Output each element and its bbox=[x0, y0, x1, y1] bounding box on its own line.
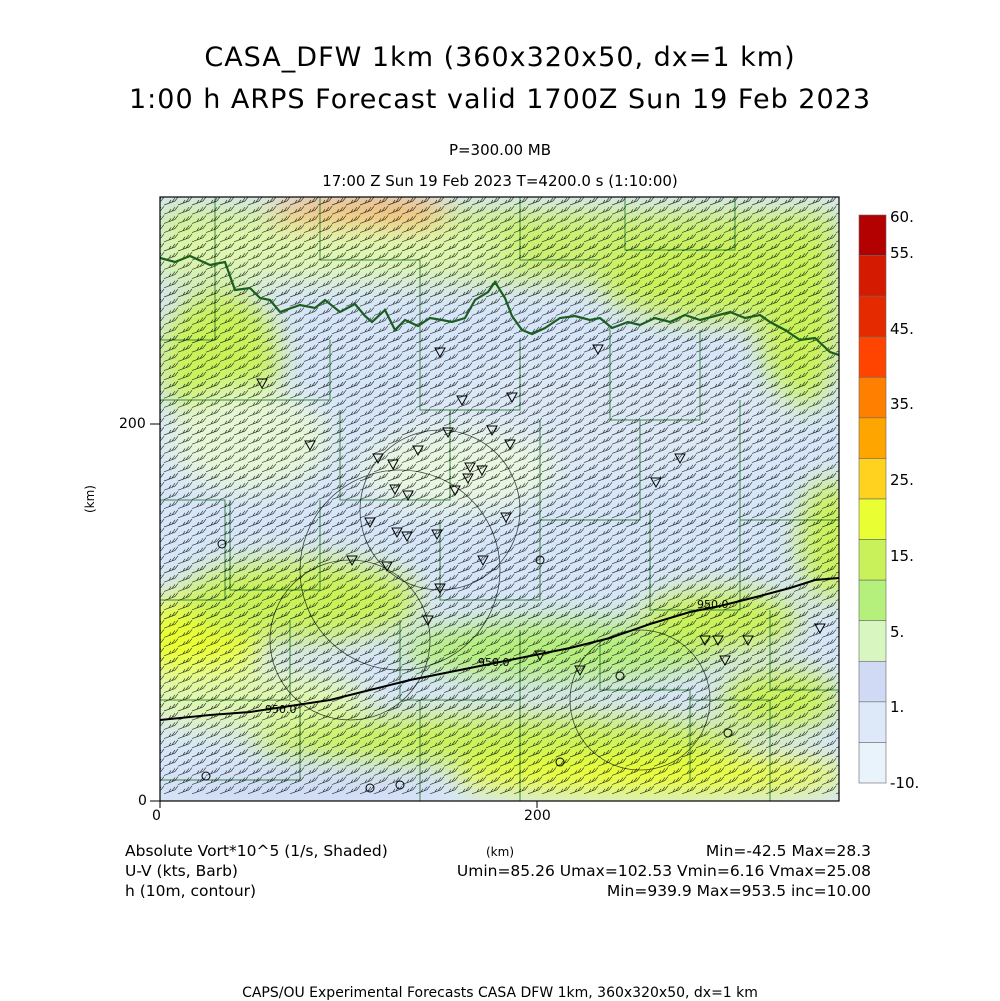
colorbar-swatch bbox=[858, 458, 887, 500]
colorbar-label: 5. bbox=[890, 623, 905, 641]
colorbar-swatch bbox=[858, 660, 887, 703]
obs-circle bbox=[365, 783, 375, 793]
obs-triangle bbox=[476, 465, 488, 477]
colorbar bbox=[858, 214, 887, 784]
obs-triangle bbox=[712, 635, 724, 647]
obs-triangle bbox=[346, 555, 358, 567]
x-tick-label: 0 bbox=[152, 808, 161, 824]
obs-triangle bbox=[742, 635, 754, 647]
obs-triangle bbox=[412, 445, 424, 457]
colorbar-label: 25. bbox=[890, 471, 914, 489]
plot-subtitle: 1:00 h ARPS Forecast valid 1700Z Sun 19 … bbox=[129, 84, 871, 115]
obs-triangle bbox=[534, 650, 546, 662]
valid-time: 17:00 Z Sun 19 Feb 2023 T=4200.0 s (1:10… bbox=[322, 172, 678, 190]
x-tick-label: 200 bbox=[524, 808, 551, 824]
contour-label: 950.0 bbox=[697, 598, 729, 611]
obs-triangle bbox=[464, 462, 476, 474]
plot-frame bbox=[159, 196, 840, 802]
colorbar-swatch bbox=[858, 336, 887, 378]
obs-triangle bbox=[434, 583, 446, 595]
colorbar-swatch bbox=[858, 214, 887, 256]
colorbar-swatch bbox=[858, 701, 887, 743]
y-tick-label: 0 bbox=[138, 793, 147, 809]
obs-triangle bbox=[389, 484, 401, 496]
obs-triangle bbox=[304, 440, 316, 452]
obs-triangle bbox=[391, 527, 403, 539]
colorbar-label: 35. bbox=[890, 395, 914, 413]
wind-barbs bbox=[160, 197, 839, 795]
obs-circle bbox=[723, 728, 733, 738]
obs-circle bbox=[555, 757, 565, 767]
obs-triangle bbox=[422, 615, 434, 627]
obs-circle bbox=[535, 555, 545, 565]
obs-triangle bbox=[442, 427, 454, 439]
obs-triangle bbox=[699, 635, 711, 647]
red-river-border bbox=[160, 254, 839, 357]
colorbar-label: -10. bbox=[890, 774, 920, 792]
colorbar-swatch bbox=[858, 742, 887, 784]
colorbar-swatch bbox=[858, 417, 887, 459]
y-axis-label: (km) bbox=[83, 484, 98, 514]
obs-triangle bbox=[486, 425, 498, 437]
contour-label: 950.0 bbox=[478, 656, 510, 669]
colorbar-label: 15. bbox=[890, 547, 914, 565]
obs-triangle bbox=[256, 378, 268, 390]
x-axis-label: (km) bbox=[486, 845, 515, 859]
obs-triangle bbox=[381, 561, 393, 573]
obs-triangle bbox=[402, 490, 414, 502]
legend-contour: h (10m, contour) bbox=[125, 882, 257, 900]
obs-circle bbox=[201, 771, 211, 781]
obs-circle bbox=[395, 780, 405, 790]
colorbar-swatch bbox=[858, 579, 887, 622]
obs-triangle bbox=[372, 453, 384, 465]
obs-triangle bbox=[456, 395, 468, 407]
y-tick-label: 200 bbox=[119, 416, 146, 432]
obs-triangle bbox=[462, 473, 474, 485]
pressure-level: P=300.00 MB bbox=[448, 141, 552, 159]
colorbar-swatch bbox=[858, 498, 887, 540]
obs-triangle bbox=[500, 512, 512, 524]
legend-barb: U-V (kts, Barb) bbox=[125, 862, 238, 880]
barb-stats: Umin=85.26 Umax=102.53 Vmin=6.16 Vmax=25… bbox=[456, 862, 871, 880]
obs-triangle bbox=[592, 344, 604, 356]
obs-circle bbox=[615, 671, 625, 681]
obs-triangle bbox=[814, 623, 826, 635]
height-contour-950 bbox=[160, 577, 839, 721]
plot-title: CASA_DFW 1km (360x320x50, dx=1 km) bbox=[204, 42, 796, 73]
obs-triangle bbox=[434, 347, 446, 359]
obs-triangle bbox=[387, 459, 399, 471]
colorbar-swatch bbox=[858, 539, 887, 581]
colorbar-label: 1. bbox=[890, 698, 905, 716]
obs-triangle bbox=[477, 555, 489, 567]
shaded-stats: Min=-42.5 Max=28.3 bbox=[705, 842, 871, 860]
colorbar-swatch bbox=[858, 376, 887, 419]
contour-label: 950.0 bbox=[265, 703, 297, 716]
colorbar-label: 45. bbox=[890, 320, 914, 338]
vorticity-shading bbox=[160, 197, 839, 801]
colorbar-swatch bbox=[858, 620, 887, 662]
obs-triangle bbox=[574, 665, 586, 677]
colorbar-swatch bbox=[858, 255, 887, 297]
legend-shaded: Absolute Vort*10^5 (1/s, Shaded) bbox=[125, 842, 388, 860]
obs-triangle bbox=[674, 453, 686, 465]
obs-markers bbox=[201, 344, 826, 793]
contour-stats: Min=939.9 Max=953.5 inc=10.00 bbox=[606, 882, 871, 900]
obs-triangle bbox=[719, 655, 731, 667]
colorbar-label: 55. bbox=[890, 244, 914, 262]
obs-triangle bbox=[431, 529, 443, 541]
colorbar-swatch bbox=[858, 295, 887, 338]
obs-triangle bbox=[506, 392, 518, 404]
footer-credit: CAPS/OU Experimental Forecasts CASA DFW … bbox=[242, 985, 758, 1001]
obs-triangle bbox=[449, 485, 461, 497]
obs-circle bbox=[217, 539, 227, 549]
obs-triangle bbox=[364, 517, 376, 529]
colorbar-label: 60. bbox=[890, 208, 914, 226]
obs-triangle bbox=[504, 439, 516, 451]
obs-triangle bbox=[401, 531, 413, 543]
obs-triangle bbox=[650, 477, 662, 489]
